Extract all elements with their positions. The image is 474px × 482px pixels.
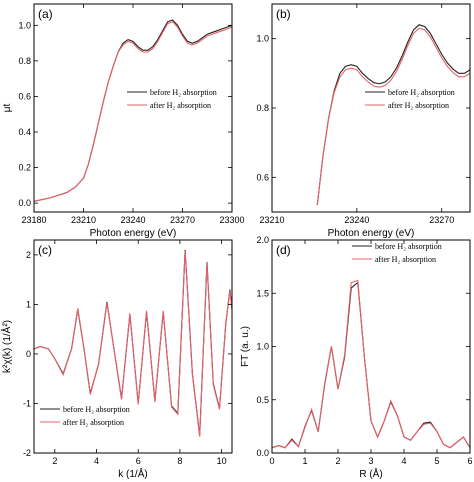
legend: before H₂ absorption after H₂ absorption	[352, 242, 442, 264]
panel-d: 0 1 2 3 4 5 6 0.0 0.5 1.0 1.5 2.0 R (Å) FT (a. u.) (d)…	[240, 235, 473, 480]
y-tick-label: 2.0	[256, 235, 269, 245]
legend-label-after: after H₂ absorption	[375, 255, 436, 264]
y-tick-label: 0.2	[18, 163, 31, 173]
y-tick-label: 0.5	[256, 395, 269, 405]
x-tick-label: 2	[52, 456, 57, 466]
x-tick-label: 0	[269, 456, 274, 466]
y-tick-label: 0.6	[18, 91, 31, 101]
y-tick-label: 0.8	[18, 56, 31, 66]
series-line-before	[34, 19, 232, 202]
legend-label-before: before H₂ absorption	[375, 242, 442, 251]
y-tick-label: 0.4	[18, 127, 31, 137]
y-tick-label: 0.0	[256, 448, 269, 458]
x-axis-label: R (Å)	[359, 467, 382, 480]
x-tick-label: 23270	[429, 215, 454, 225]
y-tick-label: 0.8	[256, 103, 269, 113]
x-tick-label: 23240	[344, 215, 369, 225]
series-line-before	[272, 281, 470, 449]
legend: before H₂ absorption after H₂ absorption	[365, 88, 455, 110]
x-tick-label: 3	[368, 456, 373, 466]
x-tick-label: 10	[217, 456, 227, 466]
legend-label-after: after H₂ absorption	[63, 418, 124, 427]
panel-c: 2 4 6 8 10 -2 -1 0 1 2 k (1/Å) k²χ(k) (1/Å²) (c) befo…	[0, 239, 233, 480]
y-tick-label: 0.0	[18, 198, 31, 208]
legend: before H₂ absorption after H₂ absorption	[40, 405, 130, 427]
series-line-after	[34, 250, 232, 437]
y-tick-label: 2	[26, 250, 31, 260]
x-tick-label: 23300	[219, 215, 244, 225]
y-tick-label: 1.0	[18, 20, 31, 30]
legend-label-before: before H₂ absorption	[63, 405, 130, 414]
panel-label: (c)	[38, 243, 52, 257]
y-tick-label: -2	[23, 448, 31, 458]
y-axis-label: μt	[2, 104, 13, 113]
series-line-after	[272, 279, 470, 449]
series-line-after	[34, 21, 232, 202]
legend-label-after: after H₂ absorption	[150, 101, 211, 110]
panel-label: (a)	[38, 7, 53, 21]
x-tick-label: 2	[335, 456, 340, 466]
x-tick-label: 23210	[71, 215, 96, 225]
x-tick-label: 23240	[120, 215, 145, 225]
x-tick-label: 1	[302, 456, 307, 466]
x-tick-label: 23210	[259, 215, 284, 225]
x-axis-label: Photon energy (eV)	[328, 228, 415, 239]
y-tick-label: 1.0	[256, 34, 269, 44]
panel-b: 23210 23240 23270 0.6 0.8 1.0 Photon energy (e…	[256, 3, 471, 239]
y-tick-label: 0.6	[256, 172, 269, 182]
y-axis-label: FT (a. u.)	[240, 326, 251, 367]
y-tick-label: 1.0	[256, 342, 269, 352]
panel-label: (d)	[276, 243, 291, 257]
x-tick-label: 8	[177, 456, 182, 466]
series-line-before	[316, 24, 470, 206]
x-tick-label: 6	[136, 456, 141, 466]
y-tick-label: 1	[26, 299, 31, 309]
x-axis-label: k (1/Å)	[118, 467, 147, 480]
y-tick-label: 1.5	[256, 288, 269, 298]
y-axis-label: k²χ(k) (1/Å²)	[0, 320, 13, 373]
legend-label-before: before H₂ absorption	[388, 88, 455, 97]
x-tick-label: 6	[467, 456, 472, 466]
x-tick-label: 4	[94, 456, 99, 466]
x-tick-label: 5	[434, 456, 439, 466]
legend-label-before: before H₂ absorption	[150, 88, 217, 97]
x-tick-label: 23270	[170, 215, 195, 225]
panel-label: (b)	[276, 7, 291, 21]
x-axis-label: Photon energy (eV)	[90, 228, 177, 239]
x-tick-label: 23180	[21, 215, 46, 225]
series-line-after	[316, 27, 470, 206]
panel-a: 23180 23210 23240 23270 23300 0.0 0.2 0.4 0.6 0.8…	[2, 3, 245, 239]
plot-frame	[33, 239, 233, 454]
legend: before H₂ absorption after H₂ absorption	[127, 88, 217, 110]
y-tick-label: 0	[26, 349, 31, 359]
x-tick-label: 4	[401, 456, 406, 466]
y-tick-label: -1	[23, 398, 31, 408]
legend-label-after: after H₂ absorption	[388, 101, 449, 110]
